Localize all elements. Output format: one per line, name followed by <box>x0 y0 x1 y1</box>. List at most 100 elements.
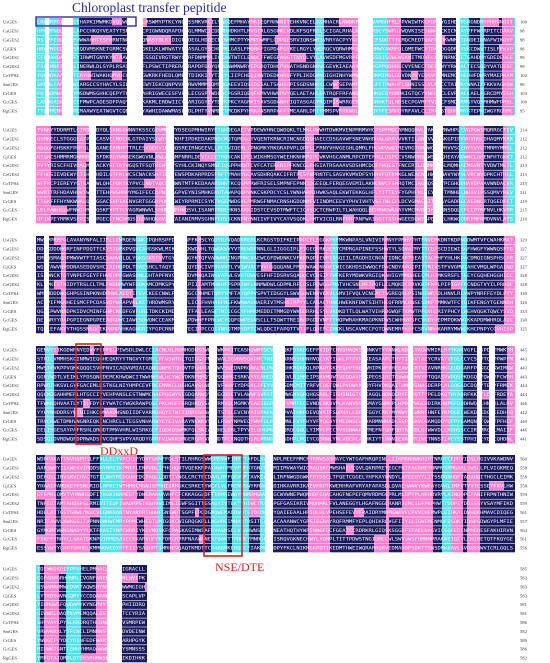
residue-shade <box>223 435 233 444</box>
residue-shade <box>133 262 136 271</box>
residue-shade <box>128 126 136 135</box>
residue-shade <box>392 298 403 307</box>
sequence-label: CeGES1 <box>3 492 20 497</box>
residue-shade <box>354 463 364 473</box>
residue-shade <box>461 280 467 289</box>
residue-shade <box>229 98 238 107</box>
residue-shade <box>197 152 200 161</box>
residue-shade <box>374 134 390 144</box>
residue-shade <box>489 472 504 482</box>
sequence-label: CaGES1 <box>3 576 20 581</box>
residue-shade <box>413 372 427 381</box>
residue-shade <box>495 262 504 271</box>
residue-shade <box>427 417 441 426</box>
residue-shade <box>241 134 251 144</box>
residue-shade <box>427 188 433 197</box>
residue-shade <box>403 280 413 289</box>
residue-shade <box>306 390 319 399</box>
residue-shade <box>36 609 40 618</box>
residue-shade <box>67 152 77 161</box>
residue-shade <box>110 215 122 224</box>
residue-shade <box>427 307 438 316</box>
residue-shade <box>49 316 54 325</box>
residue-shade <box>338 298 346 307</box>
residue-shade <box>100 472 113 482</box>
residue-shade <box>392 426 395 435</box>
residue-shade <box>463 490 467 499</box>
residue-shade <box>136 143 144 153</box>
residue-shade <box>88 289 100 298</box>
residue-shade <box>507 390 515 399</box>
residue-shade <box>354 472 364 482</box>
sequence-label: CaGES2 <box>3 474 20 479</box>
residue-shade <box>36 107 45 116</box>
residue-shade <box>359 271 375 280</box>
residue-shade <box>106 307 119 316</box>
residue-shade <box>438 271 441 280</box>
residue-shade <box>263 170 275 179</box>
residue-shade <box>461 316 467 325</box>
residue-row: TQRLEFAKYYTHQSSNSQCEKPKMPVHKAGNGRIYFGPCR… <box>37 327 513 333</box>
residue-shade <box>480 535 489 544</box>
residue-shade <box>119 289 122 298</box>
residue-shade <box>207 35 212 45</box>
residue-shade <box>174 134 186 144</box>
residue-shade <box>317 535 330 544</box>
residue-shade <box>427 179 433 188</box>
residue-shade <box>199 508 205 517</box>
residue-shade <box>51 134 67 144</box>
residue-shade <box>460 98 469 107</box>
residue-shade <box>73 35 79 45</box>
residue-shade <box>263 152 275 161</box>
residue-shade <box>75 455 82 464</box>
residue-shade <box>136 170 144 179</box>
residue-shade <box>503 126 507 135</box>
sequence-label: CrGES <box>3 91 17 96</box>
residue-shade <box>445 107 456 116</box>
residue-shade <box>170 463 180 473</box>
residue-shade <box>495 271 504 280</box>
residue-shade <box>36 645 40 654</box>
position-number: 583 <box>520 584 528 589</box>
residue-shade <box>459 134 465 144</box>
residue-shade <box>272 271 285 280</box>
residue-shade <box>489 517 504 526</box>
sequence-label: GjGES <box>3 483 17 488</box>
residue-shade <box>502 98 514 107</box>
residue-shade <box>122 627 138 636</box>
residue-shade <box>338 307 346 316</box>
residue-shade <box>81 573 96 583</box>
residue-shade <box>197 271 201 280</box>
residue-shade <box>359 280 375 289</box>
residue-shade <box>81 654 96 663</box>
residue-shade <box>242 526 249 535</box>
residue-shade <box>507 354 515 364</box>
residue-shade <box>81 600 96 609</box>
position-number: 330 <box>520 318 528 323</box>
residue-shade <box>106 236 119 245</box>
residue-shade <box>83 435 90 444</box>
residue-shade <box>499 98 502 107</box>
residue-shade <box>403 244 413 254</box>
residue-shade <box>168 381 184 390</box>
residue-shade <box>124 363 127 373</box>
residue-shade <box>291 179 298 188</box>
residue-shade <box>306 381 319 390</box>
residue-shade <box>44 600 59 609</box>
residue-shade <box>138 645 145 654</box>
residue-shade <box>94 435 104 444</box>
residue-shade <box>389 390 392 399</box>
residue-shade <box>331 307 338 316</box>
residue-shade <box>122 472 137 482</box>
residue-shade <box>152 346 158 355</box>
residue-shade <box>324 71 333 80</box>
residue-shade <box>401 71 411 80</box>
residue-shade <box>36 307 44 316</box>
residue-shade <box>338 253 346 263</box>
residue-shade <box>395 381 408 390</box>
residue-shade <box>266 26 275 36</box>
residue-shade <box>238 53 249 62</box>
residue-shade <box>401 80 411 89</box>
residue-shade <box>333 26 339 36</box>
residue-shade <box>100 526 113 535</box>
